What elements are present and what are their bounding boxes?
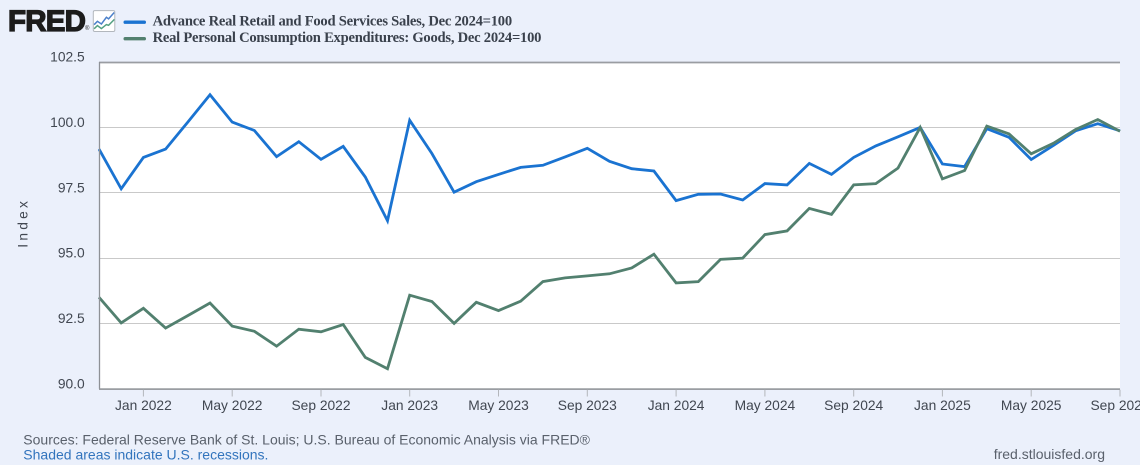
- svg-text:Jan 2025: Jan 2025: [914, 398, 971, 413]
- svg-text:95.0: 95.0: [58, 246, 85, 261]
- svg-text:92.5: 92.5: [58, 311, 85, 326]
- svg-text:Sep 2022: Sep 2022: [291, 398, 350, 413]
- svg-text:®: ®: [85, 25, 90, 32]
- svg-text:May 2023: May 2023: [468, 398, 529, 413]
- svg-text:Jan 2022: Jan 2022: [115, 398, 172, 413]
- svg-text:Sep 2023: Sep 2023: [558, 398, 617, 413]
- svg-text:Shaded areas indicate U.S. rec: Shaded areas indicate U.S. recessions.: [23, 447, 268, 463]
- svg-text:Index: Index: [16, 198, 31, 248]
- svg-text:102.5: 102.5: [50, 50, 85, 65]
- svg-text:90.0: 90.0: [58, 376, 85, 391]
- svg-text:Advance Real Retail and Food S: Advance Real Retail and Food Services Sa…: [153, 14, 512, 30]
- svg-text:100.0: 100.0: [50, 115, 85, 130]
- svg-text:Jan 2024: Jan 2024: [648, 398, 705, 413]
- svg-text:Jan 2023: Jan 2023: [381, 398, 438, 413]
- svg-text:fred.stlouisfed.org: fred.stlouisfed.org: [994, 446, 1105, 462]
- svg-text:Sep 2024: Sep 2024: [824, 398, 883, 413]
- svg-text:Sep 2025: Sep 2025: [1090, 398, 1140, 413]
- svg-text:Real Personal Consumption Expe: Real Personal Consumption Expenditures: …: [153, 30, 542, 46]
- svg-text:May 2022: May 2022: [202, 398, 263, 413]
- svg-text:Sources: Federal Reserve Bank: Sources: Federal Reserve Bank of St. Lou…: [23, 431, 590, 447]
- svg-text:May 2024: May 2024: [735, 398, 796, 413]
- svg-text:FRED: FRED: [8, 5, 86, 38]
- svg-text:May 2025: May 2025: [1001, 398, 1062, 413]
- svg-text:97.5: 97.5: [58, 180, 85, 195]
